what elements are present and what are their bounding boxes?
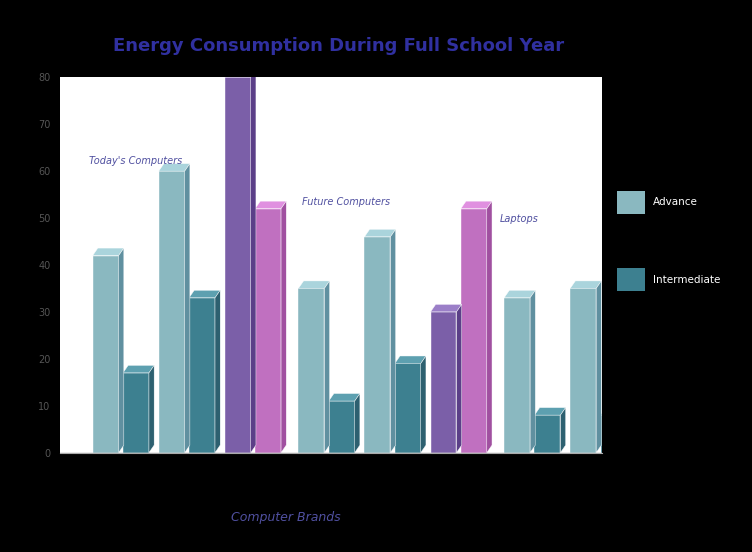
Polygon shape [535,415,560,453]
Polygon shape [365,237,390,453]
Polygon shape [250,70,256,453]
Polygon shape [601,407,632,415]
Text: Notebook Brand
Assessment Brand: Notebook Brand Assessment Brand [550,471,599,521]
Text: Energy Consumption During Full School Year: Energy Consumption During Full School Ye… [113,37,564,55]
Polygon shape [461,209,487,453]
Polygon shape [626,407,632,453]
Polygon shape [663,276,668,453]
Text: Advance: Advance [653,197,698,208]
Text: Ultra Brand
Micro Tablet
Assessment Brand: Ultra Brand Micro Tablet Assessment Bran… [274,471,326,524]
Text: Assessment Central: Assessment Central [411,471,459,519]
Polygon shape [281,201,287,453]
Polygon shape [504,298,530,453]
Polygon shape [530,290,535,453]
Polygon shape [390,229,396,453]
Polygon shape [255,209,281,453]
Polygon shape [535,407,566,415]
Polygon shape [365,229,396,237]
Polygon shape [92,248,124,256]
Polygon shape [560,407,566,453]
Polygon shape [430,304,462,312]
Polygon shape [189,298,215,453]
Polygon shape [666,398,698,406]
Polygon shape [456,304,462,453]
Text: Assessment Brand: Assessment Brand [620,471,665,516]
Polygon shape [693,398,698,453]
Polygon shape [570,281,602,288]
Polygon shape [355,394,360,453]
Polygon shape [395,356,426,364]
Polygon shape [255,201,287,209]
Polygon shape [329,401,355,453]
Text: Future Computers: Future Computers [302,197,390,207]
Polygon shape [487,201,492,453]
Polygon shape [159,171,185,453]
Polygon shape [92,256,119,453]
Polygon shape [123,373,149,453]
Polygon shape [149,365,154,453]
Polygon shape [189,290,220,298]
Polygon shape [601,415,626,453]
Polygon shape [299,281,329,288]
Polygon shape [636,276,668,284]
Polygon shape [395,364,421,453]
Polygon shape [461,201,492,209]
Polygon shape [329,394,360,401]
Polygon shape [596,281,602,453]
Polygon shape [430,312,456,453]
Polygon shape [119,248,124,453]
Text: Assessment Brand: Assessment Brand [208,471,253,516]
Polygon shape [123,365,154,373]
Polygon shape [225,77,250,453]
Polygon shape [570,288,596,453]
Polygon shape [324,281,329,453]
Polygon shape [666,406,693,453]
Polygon shape [636,284,663,453]
Text: Intermediate: Intermediate [653,274,720,285]
Polygon shape [299,288,324,453]
Text: Laptops: Laptops [499,214,538,224]
Polygon shape [421,356,426,453]
Text: New Brand
Micro Brand
Assessment Brand: New Brand Micro Brand Assessment Brand [134,471,186,524]
Bar [617,191,644,214]
Text: Ultra Brand
Notebook Brand
Assessment Brand: Ultra Brand Notebook Brand Assessment Br… [479,471,532,524]
Polygon shape [159,163,190,171]
Text: Today's Computers: Today's Computers [89,156,182,166]
Text: Computer Brands: Computer Brands [231,511,341,524]
Bar [617,268,644,291]
Polygon shape [185,163,190,453]
Text: Ultra Laptop
Model Brand
Assessment Brand: Ultra Laptop Model Brand Assessment Bran… [68,471,121,524]
Text: New Model
Micro Tablet
Assessment Central: New Model Micro Tablet Assessment Centra… [337,471,393,527]
Polygon shape [225,70,256,77]
Polygon shape [215,290,220,453]
Polygon shape [504,290,535,298]
